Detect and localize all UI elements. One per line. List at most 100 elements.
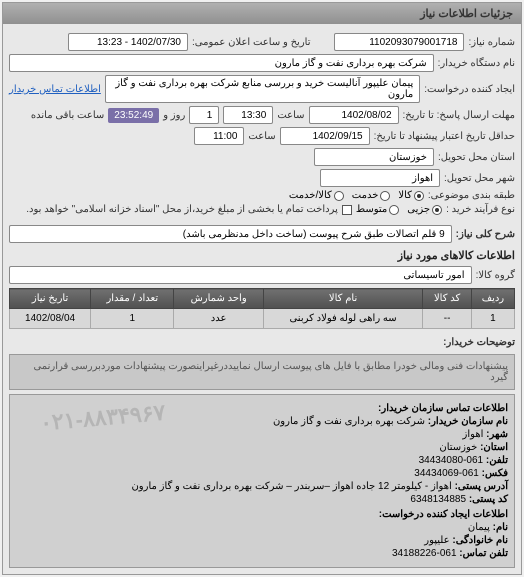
th-2: نام کالا <box>263 289 423 309</box>
td-0: 1 <box>471 309 514 329</box>
radio-dot-khedmat <box>380 191 390 201</box>
creator-value: پیمان علیپور آنالیست خرید و بررسی منابع … <box>105 75 420 103</box>
creator-name-label: نام: <box>493 522 508 533</box>
td-2: سه راهی لوله فولاد کربنی <box>263 309 423 329</box>
th-0: ردیف <box>471 289 514 309</box>
creator-phone: 061-34188226 <box>392 548 457 559</box>
validity-time: 11:00 <box>194 127 244 145</box>
deadline-time: 13:30 <box>223 106 273 124</box>
row-deadline: مهلت ارسال پاسخ: تا تاریخ: 1402/08/02 سا… <box>9 106 515 124</box>
radio-khedmat-label: خدمت <box>352 190 379 201</box>
contact-postal-label: کد پستی: <box>469 494 508 505</box>
announce-label: تاریخ و ساعت اعلان عمومی: <box>192 37 311 48</box>
remain-time: 23:52:49 <box>108 108 159 123</box>
deadline-date: 1402/08/02 <box>309 106 399 124</box>
radio-medium[interactable]: متوسط <box>356 204 399 215</box>
panel-header: جزئیات اطلاعات نیاز <box>3 3 521 24</box>
th-5: تاریخ نیاز <box>10 289 91 309</box>
notes-box: پیشنهادات فنی ومالی خودرا مطابق با فایل … <box>9 354 515 390</box>
announce-value: 1402/07/30 - 13:23 <box>68 33 188 51</box>
contact-section: ۰۲۱-۸۸۳۴۹۶۷ اطلاعات تماس سازمان خریدار: … <box>9 394 515 568</box>
remain-count: 1 <box>189 106 219 124</box>
contact-address-label: آدرس پستی: <box>455 481 508 492</box>
validity-date: 1402/09/15 <box>280 127 370 145</box>
payment-note: پرداخت تمام یا بخشی از مبلغ خرید،از محل … <box>26 204 338 215</box>
main-panel: جزئیات اطلاعات نیاز شماره نیاز: 11020930… <box>2 2 522 575</box>
table-head: ردیف کد کالا نام کالا واحد شمارش تعداد /… <box>10 289 515 309</box>
table-body: 1 -- سه راهی لوله فولاد کربنی عدد 1 1402… <box>10 309 515 329</box>
radio-dot-minor <box>432 205 442 215</box>
td-5: 1402/08/04 <box>10 309 91 329</box>
table-row: 1 -- سه راهی لوله فولاد کربنی عدد 1 1402… <box>10 309 515 329</box>
row-notes-label: توضیحات خریدار: <box>9 337 515 348</box>
creator-family: علیپور <box>424 535 449 546</box>
group-label: گروه کالا: <box>476 270 515 281</box>
radio-minor-label: جزیی <box>407 204 430 215</box>
need-title-label: شرح کلی نیاز: <box>456 229 515 240</box>
contact-province-label: استان: <box>480 442 508 453</box>
row-buyer-org: نام دستگاه خریدار: شرکت بهره برداری نفت … <box>9 54 515 72</box>
contact-province: خوزستان <box>439 442 477 453</box>
contact-fax: 061-34434069 <box>414 468 479 479</box>
contact-city-label: شهر: <box>486 429 508 440</box>
panel-title: جزئیات اطلاعات نیاز <box>420 8 513 20</box>
contact-phone-label: تلفن: <box>486 455 508 466</box>
panel-body: شماره نیاز: 1102093079001718 تاریخ و ساع… <box>3 24 521 574</box>
td-4: 1 <box>91 309 174 329</box>
deadline-time-label: ساعت <box>277 110 304 121</box>
type-radio-group: جزیی متوسط <box>356 204 442 215</box>
td-1: -- <box>423 309 471 329</box>
row-city: شهر محل تحویل: اهواز <box>9 169 515 187</box>
req-num-value: 1102093079001718 <box>334 33 464 51</box>
creator-name: پیمان <box>468 522 490 533</box>
buyer-org-label: نام دستگاه خریدار: <box>438 58 515 69</box>
radio-minor[interactable]: جزیی <box>407 204 442 215</box>
need-title-value: 9 قلم اتصالات طبق شرح پیوست (ساخت داخل م… <box>9 225 452 243</box>
items-table: ردیف کد کالا نام کالا واحد شمارش تعداد /… <box>9 288 515 329</box>
items-section-title: اطلاعات کالاهای مورد نیاز <box>9 249 515 262</box>
buyer-org-value: شرکت بهره برداری نفت و گاز مارون <box>9 54 434 72</box>
contact-org: شرکت بهره برداری نفت و گاز مارون <box>273 416 425 427</box>
province-value: خوزستان <box>314 148 434 166</box>
row-category: طبقه بندی موضوعی: کالا خدمت کالا/خدمت <box>9 190 515 201</box>
group-value: امور تاسیساتی <box>9 266 472 284</box>
radio-dot-medium <box>389 205 399 215</box>
creator-phone-label: تلفن تماس: <box>459 548 508 559</box>
deadline-label: مهلت ارسال پاسخ: تا تاریخ: <box>403 110 515 121</box>
table-header-row: ردیف کد کالا نام کالا واحد شمارش تعداد /… <box>10 289 515 309</box>
contact-postal: 6348134885 <box>410 494 466 505</box>
row-type: نوع فرآیند خرید : جزیی متوسط پرداخت تمام… <box>9 204 515 215</box>
th-4: تعداد / مقدار <box>91 289 174 309</box>
radio-dot-both <box>334 191 344 201</box>
row-group: گروه کالا: امور تاسیساتی <box>9 266 515 284</box>
contact-fax-label: فکس: <box>482 468 508 479</box>
contact-phone: 061-34434080 <box>419 455 484 466</box>
remain-suffix: ساعت باقی مانده <box>31 110 104 121</box>
radio-khedmat[interactable]: خدمت <box>352 190 391 201</box>
notes-label: توضیحات خریدار: <box>443 337 515 348</box>
contact-link[interactable]: اطلاعات تماس خریدار <box>9 84 101 95</box>
radio-dot-kala <box>414 191 424 201</box>
row-province: استان محل تحویل: خوزستان <box>9 148 515 166</box>
payment-checkbox[interactable] <box>342 205 352 215</box>
radio-both[interactable]: کالا/خدمت <box>289 190 344 201</box>
city-value: اهواز <box>320 169 440 187</box>
category-label: طبقه بندی موضوعی: <box>428 190 515 201</box>
row-creator: ایجاد کننده درخواست: پیمان علیپور آنالیس… <box>9 75 515 103</box>
row-validity: حداقل تاریخ اعتبار پیشنهاد تا تاریخ: 140… <box>9 127 515 145</box>
radio-kala[interactable]: کالا <box>398 190 424 201</box>
radio-both-label: کالا/خدمت <box>289 190 332 201</box>
radio-medium-label: متوسط <box>356 204 387 215</box>
contact-address: اهواز - کیلومتر 12 جاده اهواز –سربندر – … <box>131 481 451 492</box>
creator-label: ایجاد کننده درخواست: <box>424 84 515 95</box>
city-label: شهر محل تحویل: <box>444 173 515 184</box>
contact-city: اهواز <box>463 429 484 440</box>
creator-family-label: نام خانوادگی: <box>452 535 508 546</box>
td-3: عدد <box>174 309 263 329</box>
validity-time-label: ساعت <box>248 131 275 142</box>
row-need-title: شرح کلی نیاز: 9 قلم اتصالات طبق شرح پیوس… <box>9 225 515 243</box>
remain-days-label: روز و <box>163 110 185 121</box>
th-3: واحد شمارش <box>174 289 263 309</box>
creator-section-title: اطلاعات ایجاد کننده درخواست: <box>379 509 508 520</box>
province-label: استان محل تحویل: <box>438 152 515 163</box>
